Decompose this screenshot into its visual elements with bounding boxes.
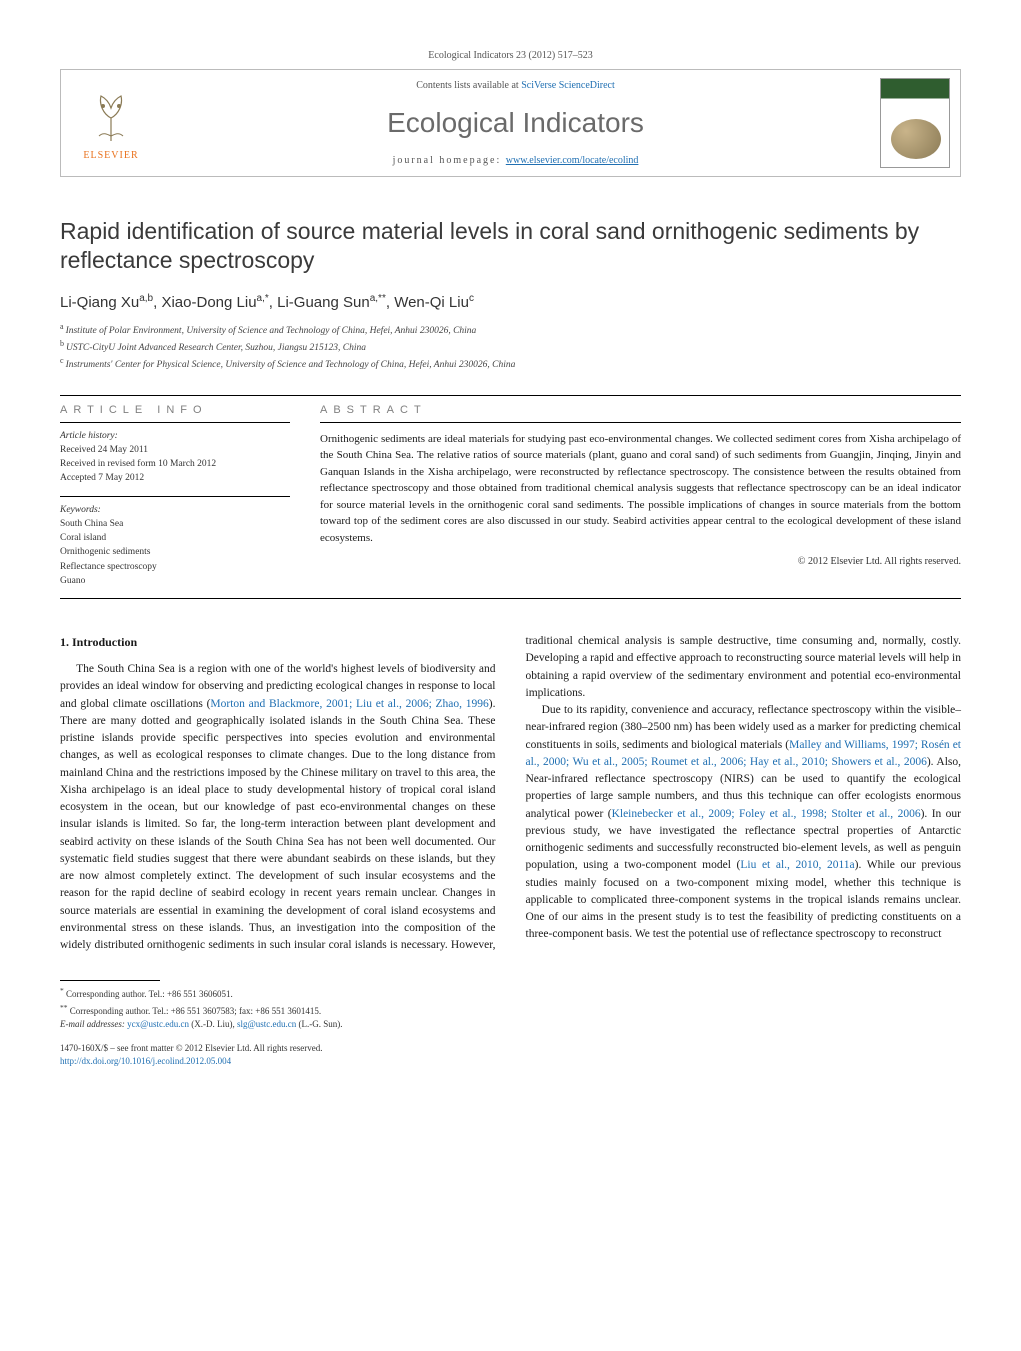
body-columns: 1. Introduction The South China Sea is a… — [60, 633, 961, 954]
keyword-1: South China Sea — [60, 519, 123, 529]
page: Ecological Indicators 23 (2012) 517–523 … — [0, 0, 1021, 1117]
abstract-heading: abstract — [320, 396, 961, 422]
issn-line: 1470-160X/$ – see front matter © 2012 El… — [60, 1042, 456, 1055]
intro-p2: Due to its rapidity, convenience and acc… — [526, 702, 962, 944]
journal-reference: Ecological Indicators 23 (2012) 517–523 — [60, 50, 961, 61]
elsevier-tree-icon — [81, 86, 141, 146]
affiliation-c: cInstruments' Center for Physical Scienc… — [60, 355, 961, 372]
history-accepted: Accepted 7 May 2012 — [60, 473, 144, 483]
doi-link[interactable]: http://dx.doi.org/10.1016/j.ecolind.2012… — [60, 1056, 231, 1066]
corr-star-1: * — [265, 293, 269, 304]
corr-1: * Corresponding author. Tel.: +86 551 36… — [60, 985, 456, 1002]
publisher-logo-cell: ELSEVIER — [61, 70, 161, 176]
journal-cover-cell — [870, 70, 960, 176]
abstract-copyright: © 2012 Elsevier Ltd. All rights reserved… — [320, 556, 961, 567]
affiliation-b: bUSTC-CityU Joint Advanced Research Cent… — [60, 338, 961, 355]
author-2-aff: a, — [257, 293, 265, 304]
abstract-text: Ornithogenic sediments are ideal materia… — [320, 422, 961, 547]
email-line: E-mail addresses: ycx@ustc.edu.cn (X.-D.… — [60, 1018, 456, 1032]
citation-group-3[interactable]: Kleinebecker et al., 2009; Foley et al.,… — [612, 808, 921, 820]
journal-title: Ecological Indicators — [177, 107, 854, 139]
author-1: Li-Qiang Xu — [60, 294, 139, 311]
author-4-aff: c — [469, 293, 474, 304]
article-title: Rapid identification of source material … — [60, 217, 961, 275]
author-3: Li-Guang Sun — [277, 294, 370, 311]
authors-line: Li-Qiang Xua,b, Xiao-Dong Liua,*, Li-Gua… — [60, 293, 961, 311]
journal-cover-thumb — [880, 78, 950, 168]
corr-star-2: ** — [378, 293, 386, 304]
article-history-block: Article history: Received 24 May 2011 Re… — [60, 422, 290, 496]
author-2: Xiao-Dong Liu — [161, 294, 256, 311]
homepage-label: journal homepage: — [393, 155, 506, 166]
citation-group-1[interactable]: Morton and Blackmore, 2001; Liu et al., … — [210, 698, 488, 710]
keyword-4: Reflectance spectroscopy — [60, 562, 157, 572]
keywords-label: Keywords: — [60, 505, 101, 515]
citation-group-4[interactable]: Liu et al., 2010, 2011a — [740, 859, 854, 871]
info-abstract-row: article info Article history: Received 2… — [60, 396, 961, 599]
history-received: Received 24 May 2011 — [60, 445, 148, 455]
footer-rule — [60, 980, 160, 981]
journal-header-box: ELSEVIER Contents lists available at Sci… — [60, 69, 961, 177]
article-history-label: Article history: — [60, 431, 118, 441]
sciencedirect-link[interactable]: SciVerse ScienceDirect — [521, 80, 615, 91]
homepage-link[interactable]: www.elsevier.com/locate/ecolind — [506, 155, 639, 166]
intro-heading: 1. Introduction — [60, 633, 496, 651]
contents-prefix: Contents lists available at — [416, 80, 521, 91]
doi-block: 1470-160X/$ – see front matter © 2012 El… — [60, 1042, 456, 1067]
header-center: Contents lists available at SciVerse Sci… — [161, 70, 870, 176]
corr-2: ** Corresponding author. Tel.: +86 551 3… — [60, 1002, 456, 1019]
history-revised: Received in revised form 10 March 2012 — [60, 459, 216, 469]
keywords-block: Keywords: South China Sea Coral island O… — [60, 496, 290, 599]
author-3-aff: a, — [370, 293, 378, 304]
affiliation-a: aInstitute of Polar Environment, Univers… — [60, 321, 961, 338]
publisher-name: ELSEVIER — [83, 150, 138, 161]
affiliations: aInstitute of Polar Environment, Univers… — [60, 321, 961, 373]
corresponding-footer: * Corresponding author. Tel.: +86 551 36… — [60, 980, 456, 1067]
keyword-3: Ornithogenic sediments — [60, 547, 151, 557]
keyword-2: Coral island — [60, 533, 106, 543]
article-info-col: article info Article history: Received 2… — [60, 396, 290, 599]
article-info-heading: article info — [60, 396, 290, 422]
keyword-5: Guano — [60, 576, 85, 586]
author-1-aff: a,b — [139, 293, 153, 304]
divider-bottom — [60, 598, 961, 599]
email-link-2[interactable]: slg@ustc.edu.cn — [237, 1019, 296, 1029]
email-link-1[interactable]: ycx@ustc.edu.cn — [127, 1019, 189, 1029]
abstract-col: abstract Ornithogenic sediments are idea… — [320, 396, 961, 599]
author-4: Wen-Qi Liu — [394, 294, 469, 311]
contents-line: Contents lists available at SciVerse Sci… — [177, 80, 854, 91]
homepage-line: journal homepage: www.elsevier.com/locat… — [177, 155, 854, 166]
